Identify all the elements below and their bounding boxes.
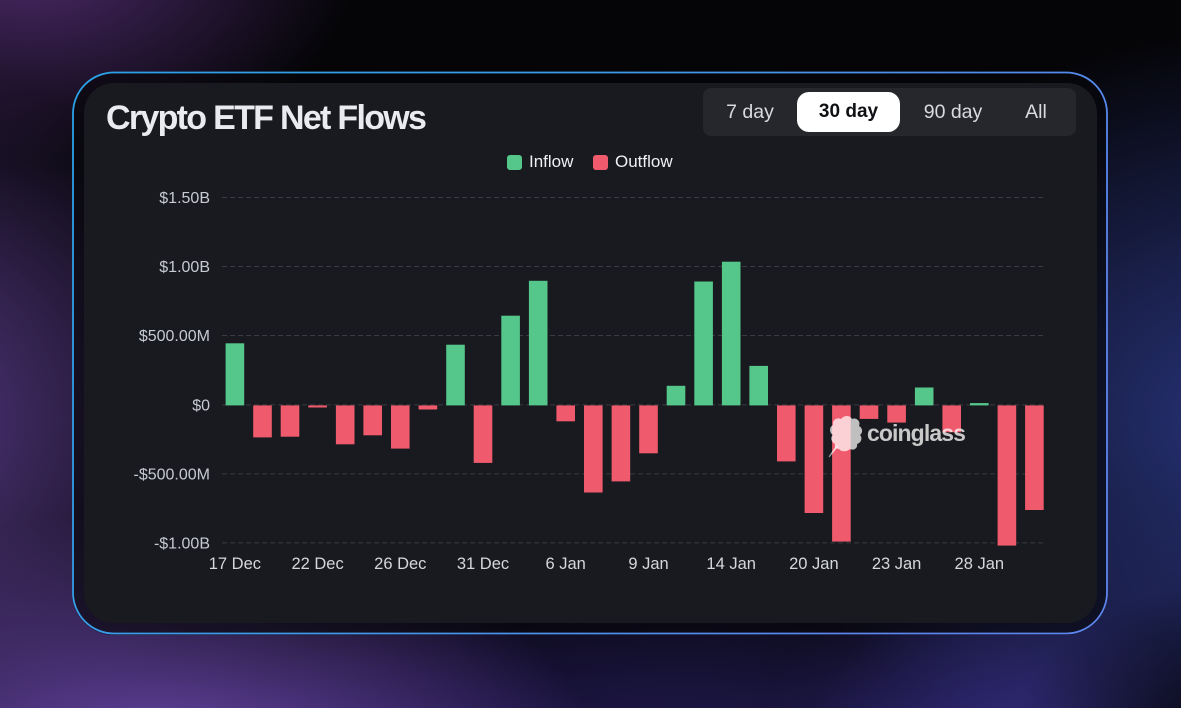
svg-text:$1.00B: $1.00B	[159, 259, 210, 276]
svg-text:-$1.00B: -$1.00B	[154, 535, 210, 552]
svg-text:$0: $0	[192, 397, 210, 414]
svg-text:26 Dec: 26 Dec	[374, 555, 426, 573]
svg-text:14 Jan: 14 Jan	[706, 555, 756, 573]
svg-text:$1.50B: $1.50B	[159, 190, 210, 207]
svg-text:17 Dec: 17 Dec	[209, 555, 261, 573]
svg-text:31 Dec: 31 Dec	[457, 555, 509, 573]
svg-text:22 Dec: 22 Dec	[291, 555, 343, 573]
svg-text:28 Jan: 28 Jan	[955, 555, 1005, 573]
svg-text:-$500.00M: -$500.00M	[134, 466, 211, 483]
svg-text:23 Jan: 23 Jan	[872, 555, 922, 573]
svg-text:9 Jan: 9 Jan	[628, 555, 668, 573]
svg-text:20 Jan: 20 Jan	[789, 555, 839, 573]
svg-text:$500.00M: $500.00M	[139, 328, 210, 345]
svg-text:6 Jan: 6 Jan	[546, 555, 586, 573]
